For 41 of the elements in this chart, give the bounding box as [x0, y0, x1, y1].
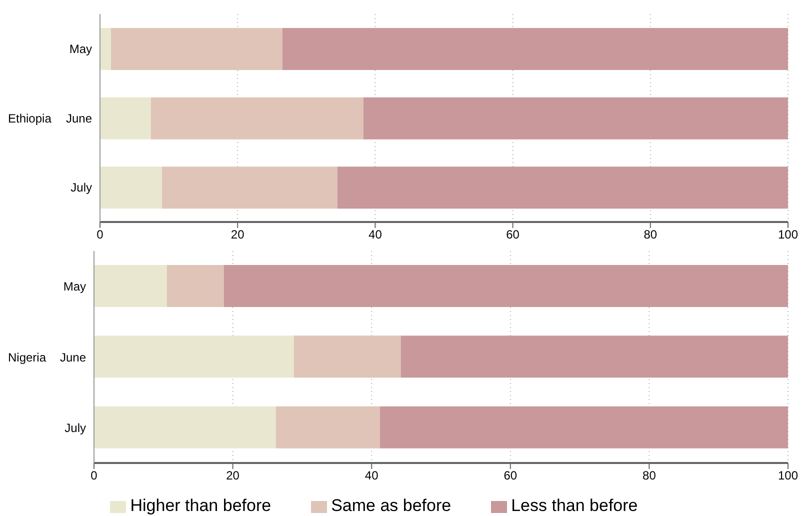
- y-tick-label: July: [70, 180, 92, 195]
- x-tick-label: 60: [504, 468, 518, 483]
- bar: [94, 265, 167, 307]
- x-tick-label: 100: [778, 468, 798, 483]
- x-tick-label: 40: [364, 468, 379, 483]
- legend-label: Less than before: [511, 496, 638, 515]
- bar: [364, 97, 788, 140]
- y-tick-label: June: [66, 111, 92, 126]
- bar: [100, 166, 162, 209]
- y-tick-label: July: [64, 420, 86, 435]
- bar: [100, 97, 151, 140]
- bar: [380, 406, 788, 448]
- x-tick-label: 80: [642, 468, 656, 483]
- bar: [111, 28, 282, 70]
- x-tick-label: 0: [96, 228, 104, 242]
- x-tick-label: 20: [226, 468, 240, 483]
- bar: [282, 28, 788, 70]
- bar: [337, 166, 788, 209]
- y-axis-title: Nigeria: [8, 350, 46, 364]
- x-tick-label: 80: [644, 228, 658, 242]
- y-axis-title: Ethiopia: [8, 111, 52, 126]
- y-tick-label: May: [69, 42, 92, 56]
- bar: [94, 336, 294, 378]
- bar: [166, 265, 224, 307]
- legend-label: Same as before: [331, 496, 452, 515]
- x-tick-label: 60: [506, 228, 520, 242]
- legend-label: Higher than before: [130, 496, 272, 515]
- y-tick-label: June: [60, 350, 86, 364]
- bar: [224, 265, 788, 307]
- bar: [400, 336, 788, 378]
- x-tick-label: 40: [368, 228, 382, 242]
- bar: [100, 28, 112, 70]
- x-tick-label: 100: [778, 228, 798, 242]
- bar: [276, 406, 380, 448]
- x-tick-label: 0: [90, 468, 98, 483]
- x-tick-label: 20: [230, 228, 245, 242]
- bar: [162, 166, 338, 209]
- y-tick-label: May: [63, 280, 86, 294]
- bar: [294, 336, 401, 378]
- bar: [150, 97, 364, 140]
- bar: [94, 406, 276, 448]
